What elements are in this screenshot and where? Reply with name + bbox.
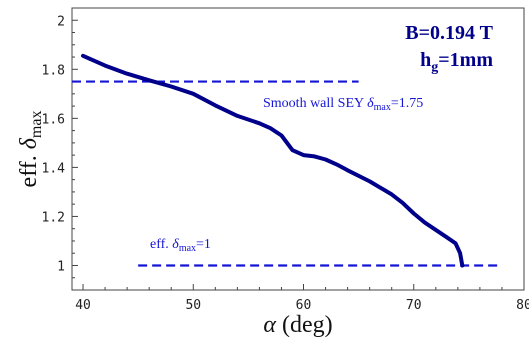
x-tick-label: 80 (516, 298, 529, 313)
y-tick-label: 1.2 (42, 210, 65, 225)
smooth-wall-label: Smooth wall SEY δmax=1.75 (263, 96, 423, 113)
series-line (81, 53, 465, 268)
reference-lines (72, 80, 502, 267)
eff-delta-label: eff. δmax=1 (150, 237, 211, 254)
field-annotation: B=0.194 T (405, 22, 493, 44)
y-tick-label: 1.6 (42, 112, 65, 127)
x-tick-label: 40 (75, 298, 91, 313)
x-axis-label: α (deg) (263, 312, 332, 338)
y-tick-label: 2 (57, 14, 65, 29)
y-tick-label: 1 (57, 259, 65, 274)
plot-frame (71, 7, 525, 291)
x-tick-label: 70 (406, 298, 422, 313)
x-axis-ticks: 40 50 60 70 80 (75, 284, 529, 313)
y-tick-label: 1.8 (42, 63, 65, 78)
x-tick-label: 50 (185, 298, 201, 313)
x-tick-label: 60 (296, 298, 312, 313)
y-tick-label: 1.4 (42, 161, 66, 176)
y-axis-ticks: 1 1.2 1.4 1.6 1.8 2 (42, 14, 78, 279)
gap-annotation: hg=1mm (420, 49, 493, 75)
y-axis-label: eff. δmax (16, 111, 45, 188)
